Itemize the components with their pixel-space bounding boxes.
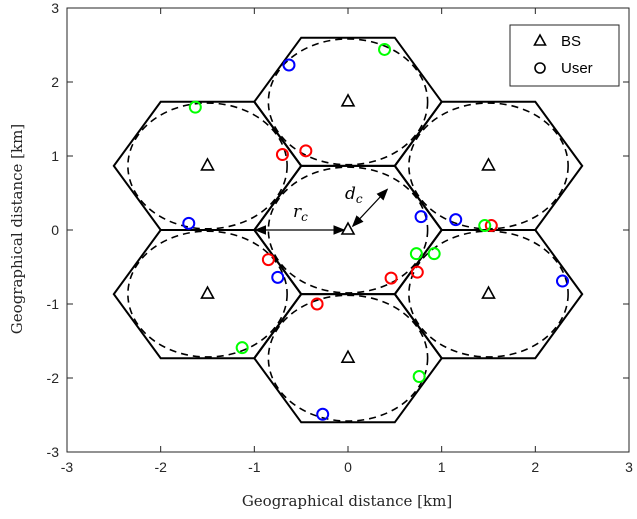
user-point-blue xyxy=(316,407,330,421)
user-point-green xyxy=(188,100,202,114)
y-axis-label: Geographical distance [km] xyxy=(8,124,26,334)
user-point-green xyxy=(378,42,392,56)
y-tick-label: -2 xyxy=(47,370,60,386)
y-axis-ticks: -3 -2 -1 0 1 2 3 xyxy=(47,0,629,460)
user-point-blue xyxy=(282,58,296,72)
svg-text:rc: rc xyxy=(293,202,308,224)
bs-marker xyxy=(200,285,215,299)
y-tick-label: -3 xyxy=(47,444,60,460)
x-tick-label: 3 xyxy=(625,459,633,475)
user-point-green xyxy=(427,247,441,261)
y-tick-label: 1 xyxy=(51,148,59,164)
user-point-red xyxy=(299,144,313,158)
x-axis-label: Geographical distance [km] xyxy=(242,492,452,510)
bs-marker xyxy=(340,221,356,235)
x-tick-label: 0 xyxy=(344,459,352,475)
hexagon-cell xyxy=(112,100,303,231)
annotation-rc: rc xyxy=(293,202,308,224)
user-markers xyxy=(182,42,569,421)
hexagon-cells xyxy=(112,36,584,424)
bs-marker xyxy=(340,93,356,107)
y-tick-label: 2 xyxy=(51,74,59,90)
user-point-red xyxy=(484,219,498,233)
user-point-blue xyxy=(555,274,569,288)
legend-bs-marker xyxy=(533,33,547,46)
user-point-blue xyxy=(182,216,196,230)
base-station-markers xyxy=(200,93,496,363)
bs-marker xyxy=(200,157,215,171)
coverage-circle xyxy=(267,166,429,294)
hexagon-cell xyxy=(393,229,584,360)
coverage-circle xyxy=(127,230,288,358)
annotation-dc: dc xyxy=(345,184,363,206)
user-point-green xyxy=(235,341,249,355)
user-point-red xyxy=(410,265,424,279)
annotation-rc-sub: c xyxy=(301,210,308,224)
user-point-green xyxy=(412,370,426,384)
user-point-red xyxy=(275,148,289,162)
bs-marker xyxy=(481,285,496,299)
legend-box xyxy=(509,24,620,87)
coverage-circle xyxy=(408,230,569,358)
hexagon-cell xyxy=(253,293,443,424)
user-point-red xyxy=(261,253,275,267)
user-point-green xyxy=(409,247,423,261)
x-tick-label: -1 xyxy=(248,459,261,475)
y-tick-label: -1 xyxy=(47,296,60,312)
hexagon-cell xyxy=(253,36,443,167)
legend-user-marker xyxy=(534,62,546,74)
user-point-red xyxy=(310,297,324,311)
legend-bs-label: BS xyxy=(561,33,581,50)
distance-arrows xyxy=(254,188,389,235)
legend-user-label: User xyxy=(561,60,593,77)
bs-marker xyxy=(340,349,356,363)
x-tick-label: 1 xyxy=(438,459,446,475)
x-tick-label: -3 xyxy=(61,459,74,475)
y-tick-label: 3 xyxy=(51,0,59,16)
user-point-blue xyxy=(414,210,428,224)
annotation-rc-base: r xyxy=(293,202,302,222)
coverage-circle xyxy=(267,38,429,166)
user-point-blue xyxy=(271,270,285,284)
annotation-dc-base: d xyxy=(345,184,356,204)
x-tick-label: 2 xyxy=(531,459,539,475)
user-point-green xyxy=(478,219,492,233)
x-tick-label: -2 xyxy=(154,459,167,475)
hexagon-cell xyxy=(112,229,303,360)
coverage-circle xyxy=(267,294,429,422)
coverage-circle xyxy=(408,102,569,230)
user-point-blue xyxy=(449,213,463,227)
bs-marker xyxy=(481,157,496,171)
user-point-red xyxy=(384,271,398,285)
y-tick-label: 0 xyxy=(51,222,59,238)
svg-text:dc: dc xyxy=(345,184,363,206)
coverage-circle xyxy=(127,102,288,230)
legend: BS User xyxy=(509,24,620,87)
x-axis-ticks: -3 -2 -1 0 1 2 3 xyxy=(61,8,633,475)
dc-arrow xyxy=(351,188,389,228)
annotation-dc-sub: c xyxy=(356,192,363,206)
